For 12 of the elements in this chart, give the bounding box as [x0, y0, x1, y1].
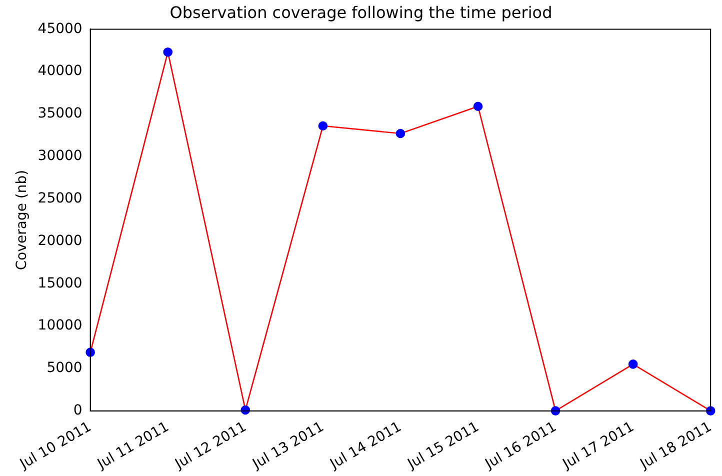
y-tick-label: 10000 [38, 318, 82, 334]
y-tick-label: 20000 [38, 232, 82, 249]
chart-title: Observation coverage following the time period [170, 2, 552, 22]
y-tick-label: 30000 [38, 148, 82, 164]
y-tick-label: 40000 [38, 63, 82, 80]
y-tick-label: 25000 [38, 190, 82, 206]
y-tick-label: 15000 [38, 275, 82, 292]
y-tick-label: 35000 [38, 106, 82, 122]
y-tick-label: 5000 [46, 360, 82, 376]
y-tick-label: 45000 [38, 20, 82, 37]
y-tick-label: 0 [73, 402, 82, 418]
y-axis-title: Coverage (nb) [14, 170, 30, 270]
